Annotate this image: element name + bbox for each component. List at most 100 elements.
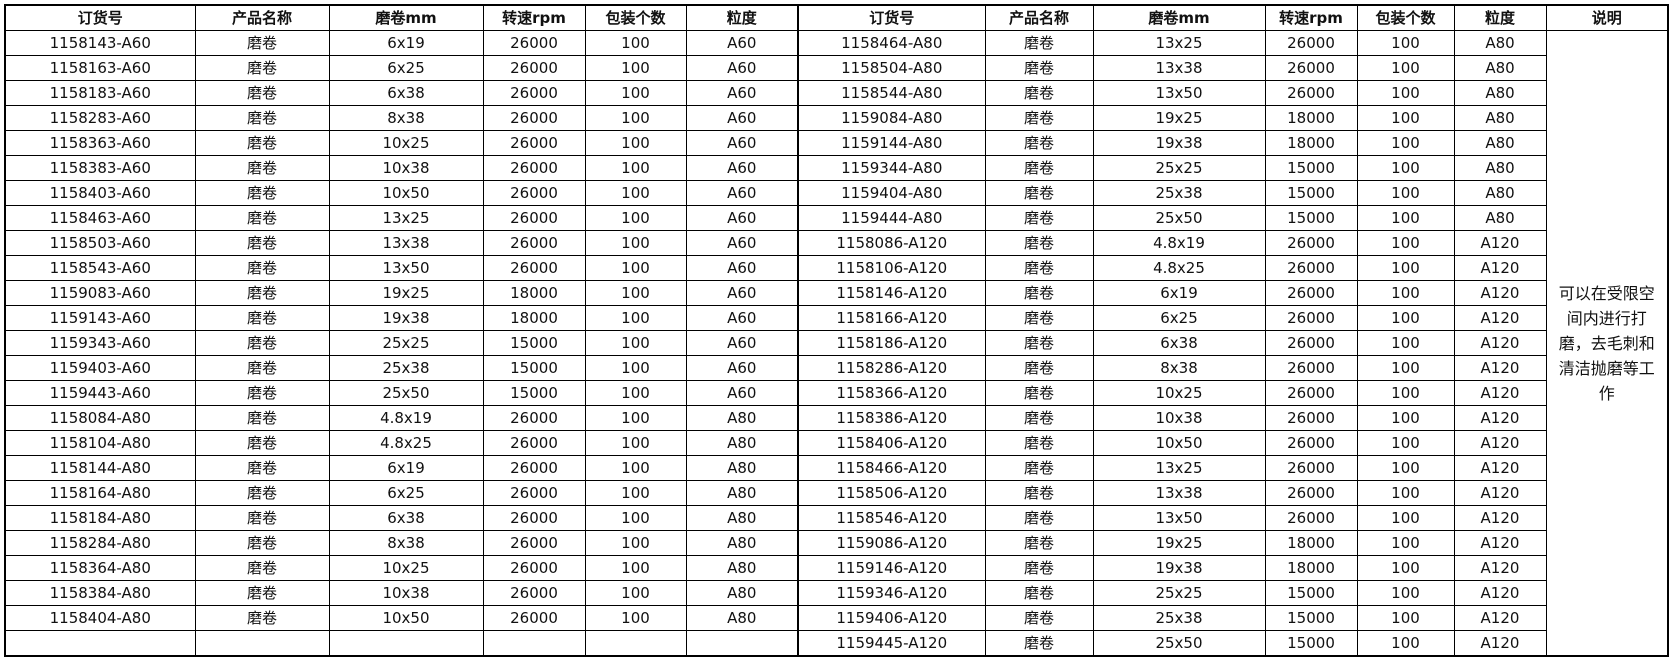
- cell: 磨卷: [984, 80, 1094, 106]
- cell: 6x25: [328, 55, 484, 81]
- cell: 25x50: [328, 380, 484, 406]
- cell: 15000: [1264, 205, 1358, 231]
- cell: 26000: [482, 230, 586, 256]
- cell: 1158364-A80: [4, 555, 196, 581]
- cell: 磨卷: [194, 380, 330, 406]
- cell: 18000: [482, 280, 586, 306]
- cell: 15000: [482, 380, 586, 406]
- cell: 1158184-A80: [4, 505, 196, 531]
- data-row: 1158363-A60 磨卷 10x25 26000 100 A60 1159144-A80…: [4, 130, 1668, 156]
- cell: 6x25: [328, 480, 484, 506]
- data-row: 1158463-A60 磨卷 13x25 26000 100 A60 1159444-A80…: [4, 205, 1668, 231]
- cell: 1159146-A120: [797, 555, 986, 581]
- cell: 磨卷: [194, 155, 330, 181]
- cell: 磨卷: [984, 130, 1094, 156]
- cell: 磨卷: [194, 530, 330, 556]
- cell: 6x19: [328, 455, 484, 481]
- empty-cell: [584, 630, 687, 657]
- cell: 100: [1356, 430, 1455, 456]
- cell: 26000: [1264, 230, 1358, 256]
- header-cell: 产品名称: [984, 4, 1094, 31]
- cell: 磨卷: [984, 55, 1094, 81]
- cell: 18000: [1264, 555, 1358, 581]
- cell: 磨卷: [194, 330, 330, 356]
- cell: A80: [685, 405, 799, 431]
- cell: 18000: [482, 305, 586, 331]
- cell: 1159086-A120: [797, 530, 986, 556]
- cell: A60: [685, 105, 799, 131]
- cell: 100: [1356, 405, 1455, 431]
- header-cell: 订货号: [4, 4, 196, 31]
- cell: 100: [584, 555, 687, 581]
- cell: A60: [685, 305, 799, 331]
- cell: 100: [1356, 330, 1455, 356]
- cell: 磨卷: [984, 630, 1094, 657]
- cell: 25x50: [1092, 205, 1266, 231]
- cell: 25x25: [1092, 155, 1266, 181]
- cell: 1159445-A120: [797, 630, 986, 657]
- cell: 磨卷: [984, 580, 1094, 606]
- cell: 1159083-A60: [4, 280, 196, 306]
- cell: 26000: [482, 430, 586, 456]
- data-row: 1158404-A80 磨卷 10x50 26000 100 A80 1159406-A12…: [4, 605, 1668, 631]
- header-cell: 转速rpm: [482, 4, 586, 31]
- cell: A120: [1453, 430, 1547, 456]
- data-row: 1158183-A60 磨卷 6x38 26000 100 A60 1158544-A80 磨…: [4, 80, 1668, 106]
- cell: 100: [1356, 55, 1455, 81]
- cell: 18000: [1264, 105, 1358, 131]
- cell: 10x50: [328, 605, 484, 631]
- cell: 15000: [1264, 180, 1358, 206]
- cell: 10x38: [1092, 405, 1266, 431]
- cell: 26000: [1264, 255, 1358, 281]
- cell: 100: [1356, 130, 1455, 156]
- cell: 100: [1356, 230, 1455, 256]
- cell: 25x38: [1092, 180, 1266, 206]
- cell: 磨卷: [194, 180, 330, 206]
- cell: 26000: [482, 405, 586, 431]
- cell: A120: [1453, 405, 1547, 431]
- cell: A80: [685, 455, 799, 481]
- cell: 18000: [1264, 130, 1358, 156]
- cell: 25x25: [1092, 580, 1266, 606]
- cell: 1159346-A120: [797, 580, 986, 606]
- cell: 13x38: [1092, 55, 1266, 81]
- cell: 6x19: [1092, 280, 1266, 306]
- cell: A120: [1453, 330, 1547, 356]
- cell: 1158183-A60: [4, 80, 196, 106]
- cell: 磨卷: [194, 130, 330, 156]
- cell: 1158166-A120: [797, 305, 986, 331]
- cell: 26000: [1264, 80, 1358, 106]
- cell: 磨卷: [984, 30, 1094, 56]
- cell: 26000: [1264, 405, 1358, 431]
- cell: 100: [584, 505, 687, 531]
- cell: 1158186-A120: [797, 330, 986, 356]
- cell: 26000: [1264, 505, 1358, 531]
- cell: 4.8x25: [328, 430, 484, 456]
- cell: 磨卷: [984, 530, 1094, 556]
- cell: 26000: [1264, 355, 1358, 381]
- cell: A60: [685, 230, 799, 256]
- data-row: 1158163-A60 磨卷 6x25 26000 100 A60 1158504-A80 磨…: [4, 55, 1668, 81]
- cell: A80: [685, 605, 799, 631]
- cell: 100: [1356, 255, 1455, 281]
- cell: 100: [1356, 80, 1455, 106]
- cell: 磨卷: [194, 230, 330, 256]
- cell: 8x38: [1092, 355, 1266, 381]
- cell: 磨卷: [194, 55, 330, 81]
- cell: 磨卷: [194, 30, 330, 56]
- cell: 1158384-A80: [4, 580, 196, 606]
- cell: 100: [584, 455, 687, 481]
- cell: 4.8x19: [328, 405, 484, 431]
- cell: 26000: [482, 555, 586, 581]
- cell: 1158366-A120: [797, 380, 986, 406]
- cell: 8x38: [328, 530, 484, 556]
- cell: 100: [1356, 455, 1455, 481]
- cell: 1158104-A80: [4, 430, 196, 456]
- cell: A80: [685, 580, 799, 606]
- cell: 100: [584, 305, 687, 331]
- cell: 磨卷: [984, 480, 1094, 506]
- cell: 1158146-A120: [797, 280, 986, 306]
- cell: 100: [1356, 605, 1455, 631]
- cell: 磨卷: [984, 230, 1094, 256]
